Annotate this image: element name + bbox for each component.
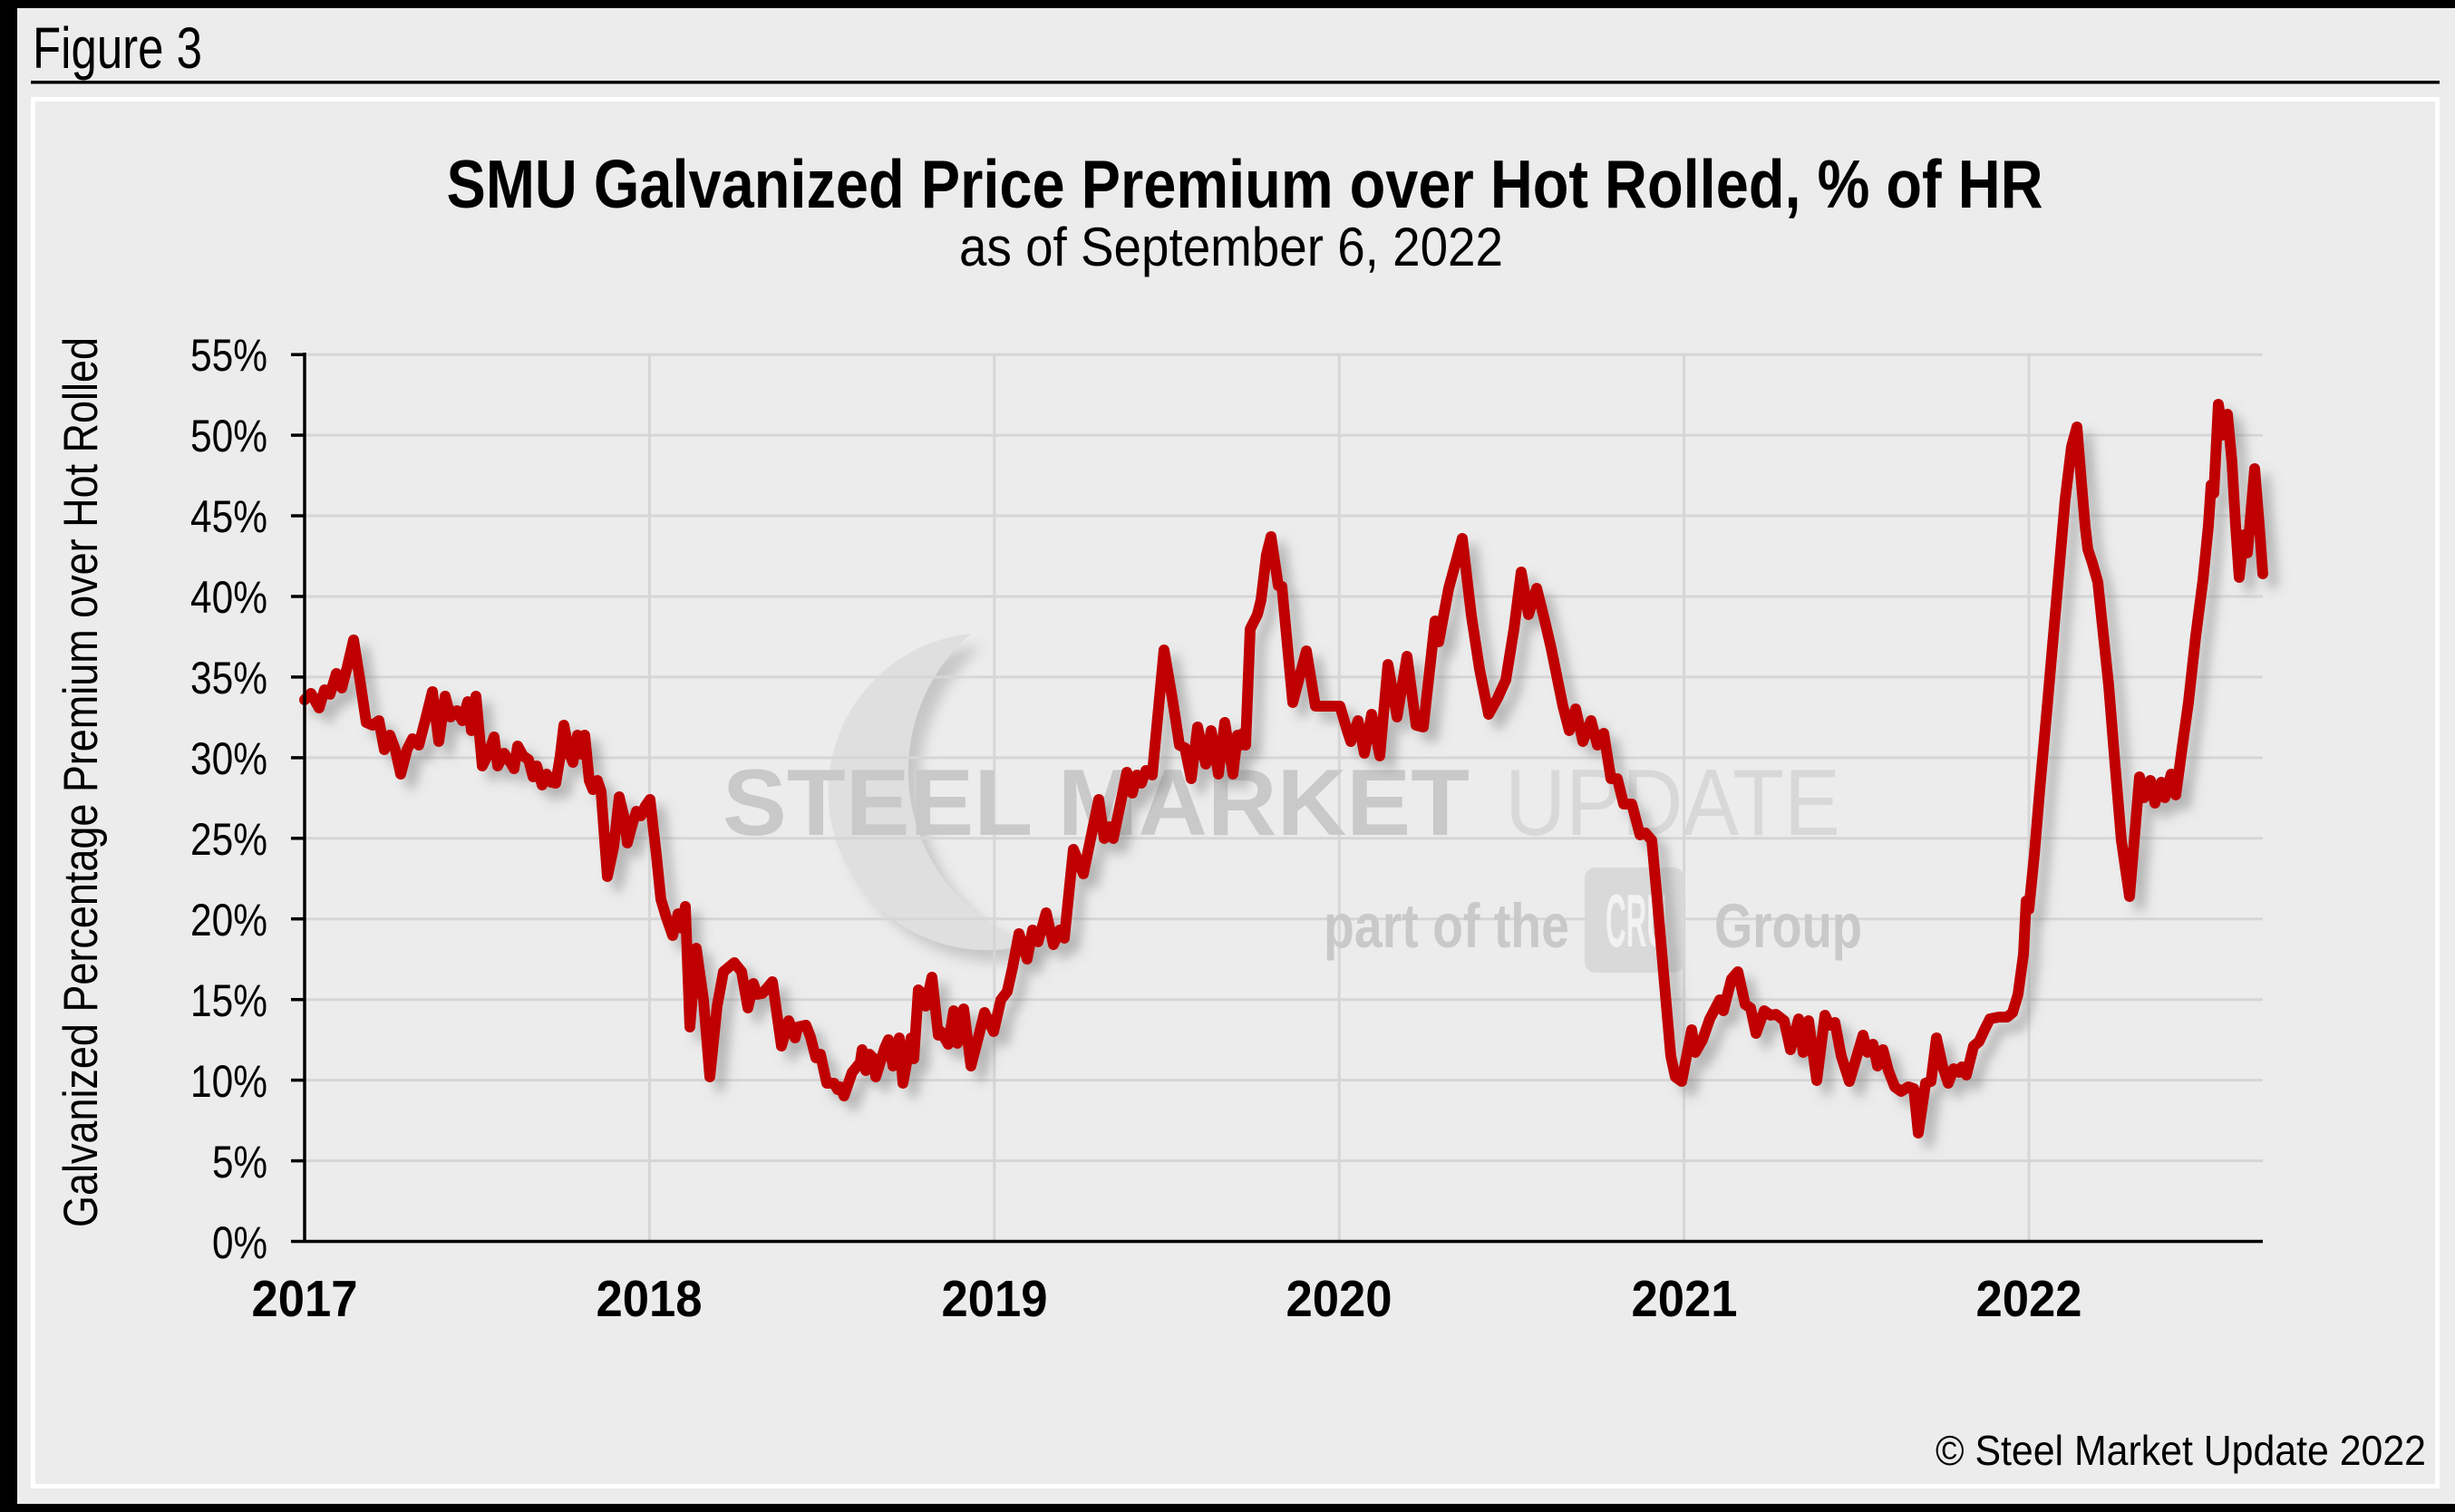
svg-text:2021: 2021 <box>1632 1270 1738 1328</box>
svg-text:10%: 10% <box>190 1056 267 1107</box>
svg-text:as of September 6, 2022: as of September 6, 2022 <box>959 217 1503 277</box>
svg-text:40%: 40% <box>190 572 267 623</box>
svg-text:50%: 50% <box>190 411 267 461</box>
svg-text:2019: 2019 <box>942 1270 1048 1328</box>
svg-text:2018: 2018 <box>597 1270 703 1328</box>
svg-text:5%: 5% <box>212 1137 267 1187</box>
svg-text:Galvanized Percentage Premium: Galvanized Percentage Premium over Hot R… <box>54 337 108 1227</box>
svg-text:2020: 2020 <box>1286 1270 1392 1328</box>
svg-text:SMU Galvanized Price Premium o: SMU Galvanized Price Premium over Hot Ro… <box>447 146 2043 222</box>
svg-text:0%: 0% <box>212 1217 267 1268</box>
svg-text:25%: 25% <box>190 814 267 865</box>
svg-text:35%: 35% <box>190 653 267 703</box>
svg-text:20%: 20% <box>190 895 267 945</box>
svg-text:UPDATE: UPDATE <box>1505 751 1840 856</box>
svg-text:Group: Group <box>1714 891 1862 961</box>
svg-text:30%: 30% <box>190 733 267 784</box>
svg-text:Figure 3: Figure 3 <box>33 15 202 81</box>
svg-text:2017: 2017 <box>252 1270 358 1328</box>
svg-text:45%: 45% <box>190 491 267 542</box>
svg-text:© Steel Market Update 2022: © Steel Market Update 2022 <box>1936 1427 2426 1474</box>
svg-text:55%: 55% <box>190 330 267 381</box>
svg-text:2022: 2022 <box>1976 1270 2082 1328</box>
svg-text:part of the: part of the <box>1324 891 1569 961</box>
svg-text:15%: 15% <box>190 975 267 1026</box>
